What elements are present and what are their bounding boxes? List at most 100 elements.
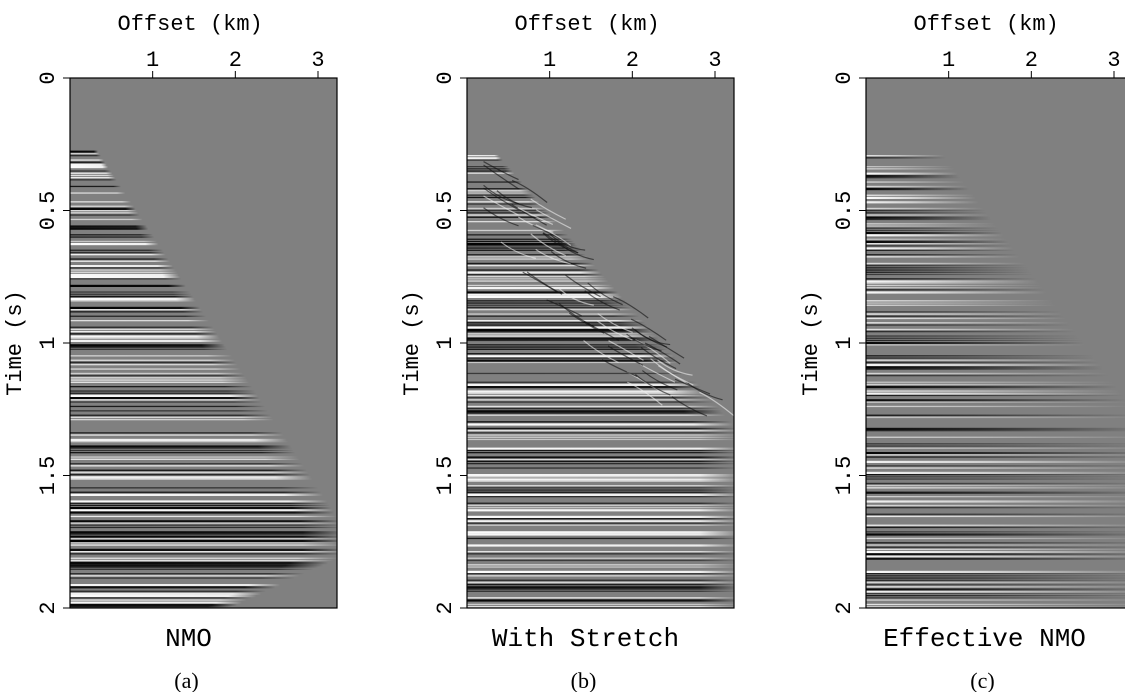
trace-streak xyxy=(70,300,196,302)
trace-streak xyxy=(467,544,734,547)
trace-streak xyxy=(467,306,632,309)
trace-streak xyxy=(866,401,1125,403)
trace-streak xyxy=(467,599,734,602)
trace-streak xyxy=(70,179,117,181)
trace-streak xyxy=(467,291,619,294)
trace-streak xyxy=(866,454,1125,456)
trace-streak xyxy=(866,366,1103,369)
stretch-artifact xyxy=(483,187,519,211)
trace-streak xyxy=(467,438,734,441)
trace-streak xyxy=(467,522,734,524)
trace-streak xyxy=(70,533,337,535)
trace-streak xyxy=(467,434,734,436)
trace-streak xyxy=(866,300,1054,302)
y-tick-label: 0.5 xyxy=(433,191,458,231)
trace-streak xyxy=(866,586,1125,588)
trace-streak xyxy=(866,311,1062,313)
trace-streak xyxy=(70,392,257,394)
trace-streak xyxy=(70,328,215,331)
trace-streak xyxy=(467,449,734,452)
trace-streak xyxy=(866,491,1125,494)
trace-streak xyxy=(467,397,711,399)
trace-streak xyxy=(467,570,734,573)
trace-streak xyxy=(70,346,227,348)
trace-streak xyxy=(866,584,1125,586)
trace-streak xyxy=(467,487,734,489)
trace-streak xyxy=(467,355,674,358)
trace-streak xyxy=(70,548,337,551)
trace-streak xyxy=(467,243,576,246)
trace-streak xyxy=(467,414,726,416)
trace-streak xyxy=(866,590,1125,593)
trace-streak xyxy=(70,386,253,388)
trace-streak xyxy=(467,489,734,491)
trace-streak xyxy=(70,586,276,589)
trace-streak xyxy=(467,518,734,520)
trace-streak xyxy=(467,553,734,555)
y-tick-label: 1.5 xyxy=(832,456,857,496)
trace-streak xyxy=(70,361,237,364)
y-tick-label: 1 xyxy=(36,336,61,349)
stretch-artifact xyxy=(601,359,638,378)
trace-streak xyxy=(467,401,715,403)
trace-streak xyxy=(70,240,158,243)
stretch-artifact xyxy=(650,358,686,384)
stretch-artifact xyxy=(641,370,678,391)
trace-streak xyxy=(467,381,697,383)
trace-streak xyxy=(467,573,734,575)
trace-streak xyxy=(866,524,1125,526)
trace-streak xyxy=(70,573,305,575)
trace-streak xyxy=(70,320,209,322)
trace-streak xyxy=(467,581,734,584)
trace-streak xyxy=(467,405,719,408)
trace-streak xyxy=(866,155,945,157)
trace-streak xyxy=(70,159,104,161)
trace-streak xyxy=(467,172,515,174)
trace-streak xyxy=(70,502,329,504)
stretch-artifact xyxy=(597,320,633,341)
panel-caption: (c) xyxy=(970,668,994,692)
trace-streak xyxy=(467,467,734,469)
stretch-artifact xyxy=(558,302,595,328)
stretch-artifact xyxy=(530,198,567,220)
trace-streak xyxy=(866,166,953,168)
trace-streak xyxy=(70,507,332,510)
trace-streak xyxy=(70,339,222,342)
trace-streak xyxy=(70,474,310,476)
y-axis-label: Time (s) xyxy=(400,290,425,396)
trace-streak xyxy=(70,348,228,350)
stretch-artifact xyxy=(535,248,571,265)
trace-streak xyxy=(467,339,661,342)
stretch-artifact xyxy=(584,290,620,311)
trace-streak xyxy=(467,245,578,247)
trace-streak xyxy=(70,465,305,467)
trace-streak xyxy=(866,485,1125,487)
trace-streak xyxy=(866,364,1101,367)
trace-streak xyxy=(70,201,132,203)
trace-streak xyxy=(70,476,312,479)
trace-streak xyxy=(70,399,261,401)
trace-streak xyxy=(70,584,281,587)
trace-streak xyxy=(866,196,976,199)
trace-streak xyxy=(866,280,1039,283)
trace-streak xyxy=(70,471,309,474)
stretch-artifact xyxy=(535,209,572,229)
trace-streak xyxy=(467,559,734,562)
x-tick-label: 2 xyxy=(1025,48,1038,73)
trace-streak xyxy=(866,427,1125,430)
trace-streak xyxy=(467,313,638,315)
trace-streak xyxy=(467,247,580,249)
trace-streak xyxy=(70,333,218,335)
trace-streak xyxy=(467,203,542,205)
trace-streak xyxy=(866,399,1125,402)
trace-streak xyxy=(70,515,337,518)
trace-streak xyxy=(467,603,734,606)
stretch-artifact xyxy=(644,342,681,365)
stretch-artifact xyxy=(500,241,537,260)
trace-streak xyxy=(70,559,334,562)
trace-streak xyxy=(467,262,594,265)
stretch-artifact xyxy=(687,382,723,401)
trace-streak xyxy=(866,416,1125,419)
trace-streak xyxy=(866,394,1125,397)
trace-streak xyxy=(866,289,1045,291)
